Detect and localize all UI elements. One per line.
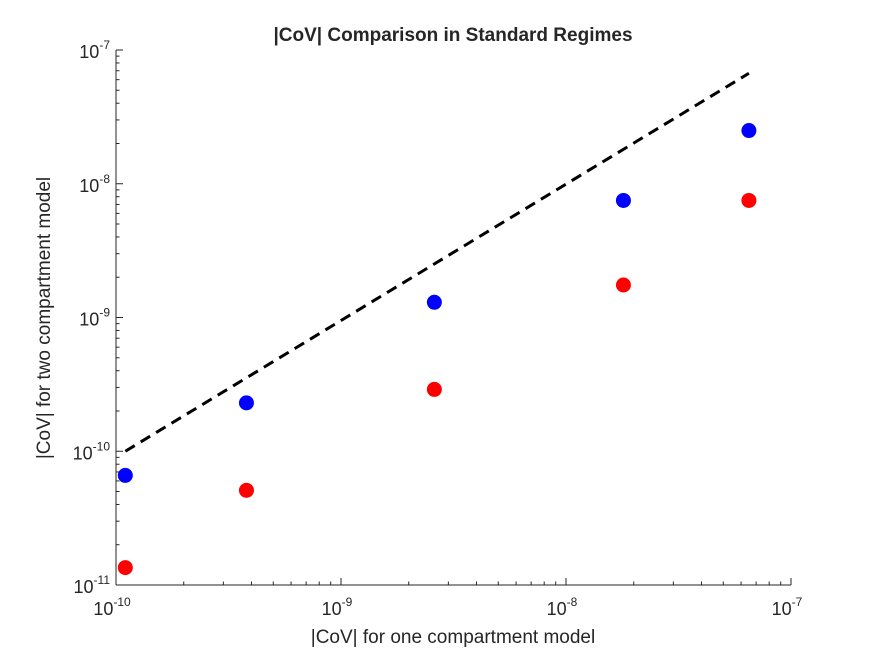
- scatter-point-series-2: [117, 560, 133, 576]
- scatter-point-series-1: [238, 395, 254, 411]
- plot-area: [115, 50, 791, 586]
- reference-dashed-line: [124, 71, 750, 453]
- scatter-point-series-1: [426, 294, 442, 310]
- scatter-point-series-1: [117, 467, 133, 483]
- y-tick-label: 10-10: [73, 439, 111, 463]
- scatter-point-series-2: [426, 381, 442, 397]
- scatter-point-series-2: [615, 277, 631, 293]
- scatter-point-series-1: [741, 123, 757, 139]
- x-axis-ticks: 10-10 10-9 10-8 10-7: [93, 578, 803, 619]
- scatter-point-series-2: [238, 482, 254, 498]
- x-tick-label: 10-8: [547, 595, 578, 619]
- x-tick-label: 10-10: [93, 595, 131, 619]
- x-tick-label: 10-7: [772, 595, 803, 619]
- scatter-point-series-1: [615, 192, 631, 208]
- y-tick-label: 10-9: [79, 306, 110, 330]
- data-marks: [117, 71, 757, 576]
- scatter-point-series-2: [741, 192, 757, 208]
- y-tick-label: 10-8: [79, 172, 110, 196]
- y-axis-ticks: 10-11 10-10 10-9 10-8 10-7: [73, 38, 123, 597]
- y-tick-label: 10-11: [74, 573, 111, 597]
- y-tick-label: 10-7: [79, 38, 110, 62]
- x-axis-label: |CoV| for one compartment model: [311, 627, 595, 648]
- y-axis-label: |CoV| for two compartment model: [34, 177, 55, 459]
- chart-title: |CoV| Comparison in Standard Regimes: [273, 25, 632, 46]
- x-tick-label: 10-9: [322, 595, 353, 619]
